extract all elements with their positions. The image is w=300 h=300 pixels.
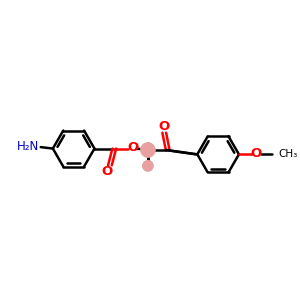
Text: O: O: [127, 142, 139, 154]
Text: O: O: [250, 147, 262, 160]
Text: O: O: [102, 165, 113, 178]
Circle shape: [141, 143, 155, 157]
Text: H₂N: H₂N: [17, 140, 39, 153]
Text: CH₃: CH₃: [279, 149, 298, 159]
Text: O: O: [158, 120, 169, 133]
Circle shape: [143, 161, 153, 171]
